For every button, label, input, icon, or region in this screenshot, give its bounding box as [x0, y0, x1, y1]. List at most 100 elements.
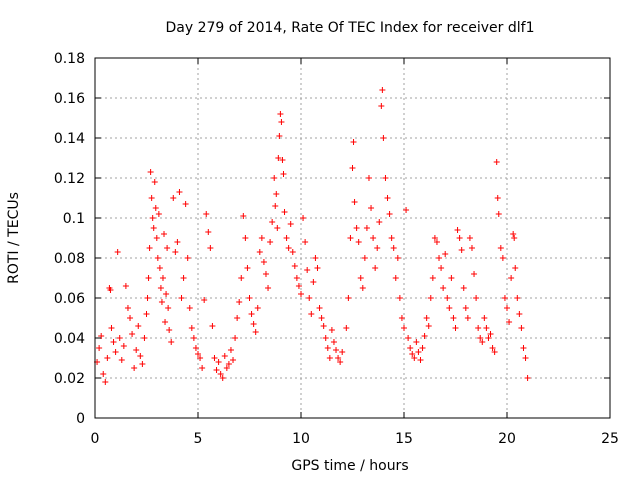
data-point — [421, 333, 428, 339]
data-point — [398, 315, 405, 321]
data-point — [382, 175, 389, 181]
data-point — [225, 361, 232, 367]
data-point — [277, 111, 284, 117]
x-tick-label: 20 — [498, 431, 516, 447]
data-point — [141, 335, 148, 341]
data-point — [379, 87, 386, 93]
data-point — [254, 305, 261, 311]
data-point — [227, 347, 234, 353]
data-point — [516, 311, 523, 317]
data-point — [306, 295, 313, 301]
data-point — [219, 375, 226, 381]
data-point — [120, 343, 127, 349]
data-point — [205, 229, 212, 235]
data-point — [146, 245, 153, 251]
data-point — [152, 205, 159, 211]
y-tick-label: 0.1 — [63, 211, 85, 227]
data-point — [153, 235, 160, 241]
data-point — [298, 291, 304, 297]
data-point — [403, 207, 410, 213]
data-point — [320, 323, 327, 329]
data-point — [96, 345, 103, 351]
data-point — [481, 315, 488, 321]
data-point — [512, 265, 519, 271]
data-point — [238, 275, 245, 281]
data-point — [242, 235, 249, 241]
data-point — [156, 265, 163, 271]
data-point — [279, 157, 286, 163]
y-tick-label: 0.06 — [54, 291, 85, 307]
data-point — [405, 335, 412, 341]
data-point — [504, 305, 510, 311]
data-point — [230, 357, 237, 363]
data-point — [295, 283, 302, 289]
data-point — [289, 249, 296, 255]
tick-labels-layer: 0 0.02 0.04 0.06 0.08 0.1 0.12 0.14 0.16 0.18 0 5 10… — [54, 51, 619, 447]
data-point — [425, 323, 432, 329]
data-point — [302, 239, 309, 245]
data-point — [524, 375, 531, 381]
data-point — [522, 355, 529, 361]
data-point — [143, 311, 150, 317]
data-points-layer — [94, 87, 531, 385]
data-point — [161, 231, 168, 237]
y-tick-label: 0.18 — [54, 51, 85, 67]
data-point — [174, 239, 181, 245]
data-point — [429, 275, 436, 281]
data-point — [213, 367, 220, 373]
data-point — [271, 175, 278, 181]
data-point — [345, 295, 352, 301]
data-point — [285, 245, 292, 251]
data-point — [170, 195, 177, 201]
data-point — [135, 323, 142, 329]
data-point — [209, 323, 216, 329]
data-point — [256, 249, 263, 255]
data-point — [168, 339, 175, 345]
data-point — [452, 325, 459, 331]
data-point — [129, 331, 136, 337]
data-point — [114, 249, 121, 255]
data-point — [446, 305, 453, 311]
data-point — [450, 315, 457, 321]
data-point — [339, 349, 346, 355]
data-point — [287, 221, 294, 227]
data-point — [148, 195, 155, 201]
data-point — [131, 365, 138, 371]
data-point — [163, 291, 170, 297]
data-point — [355, 239, 362, 245]
data-point — [475, 325, 482, 331]
data-point — [190, 335, 197, 341]
data-point — [144, 295, 151, 301]
data-point — [318, 315, 325, 321]
data-point — [188, 325, 195, 331]
data-point — [458, 247, 465, 253]
data-point — [240, 213, 247, 219]
data-point — [158, 299, 165, 305]
data-point — [444, 295, 451, 301]
data-point — [149, 215, 156, 221]
data-point — [122, 283, 129, 289]
data-point — [374, 245, 381, 251]
data-point — [330, 339, 337, 345]
data-point — [335, 355, 342, 361]
data-point — [510, 231, 517, 237]
data-point — [276, 133, 283, 139]
data-point — [372, 265, 379, 271]
data-point — [182, 201, 189, 207]
data-point — [260, 259, 267, 265]
data-point — [501, 295, 508, 301]
data-point — [246, 295, 253, 301]
data-point — [427, 295, 434, 301]
data-point — [278, 119, 285, 125]
data-point — [108, 325, 115, 331]
data-point — [506, 319, 513, 325]
data-point — [150, 225, 157, 231]
data-point — [417, 357, 424, 363]
data-point — [511, 235, 518, 241]
data-point — [137, 353, 144, 359]
data-point — [151, 179, 158, 185]
data-point — [333, 347, 340, 353]
data-point — [176, 189, 183, 195]
data-point — [368, 205, 375, 211]
data-point — [199, 365, 206, 371]
